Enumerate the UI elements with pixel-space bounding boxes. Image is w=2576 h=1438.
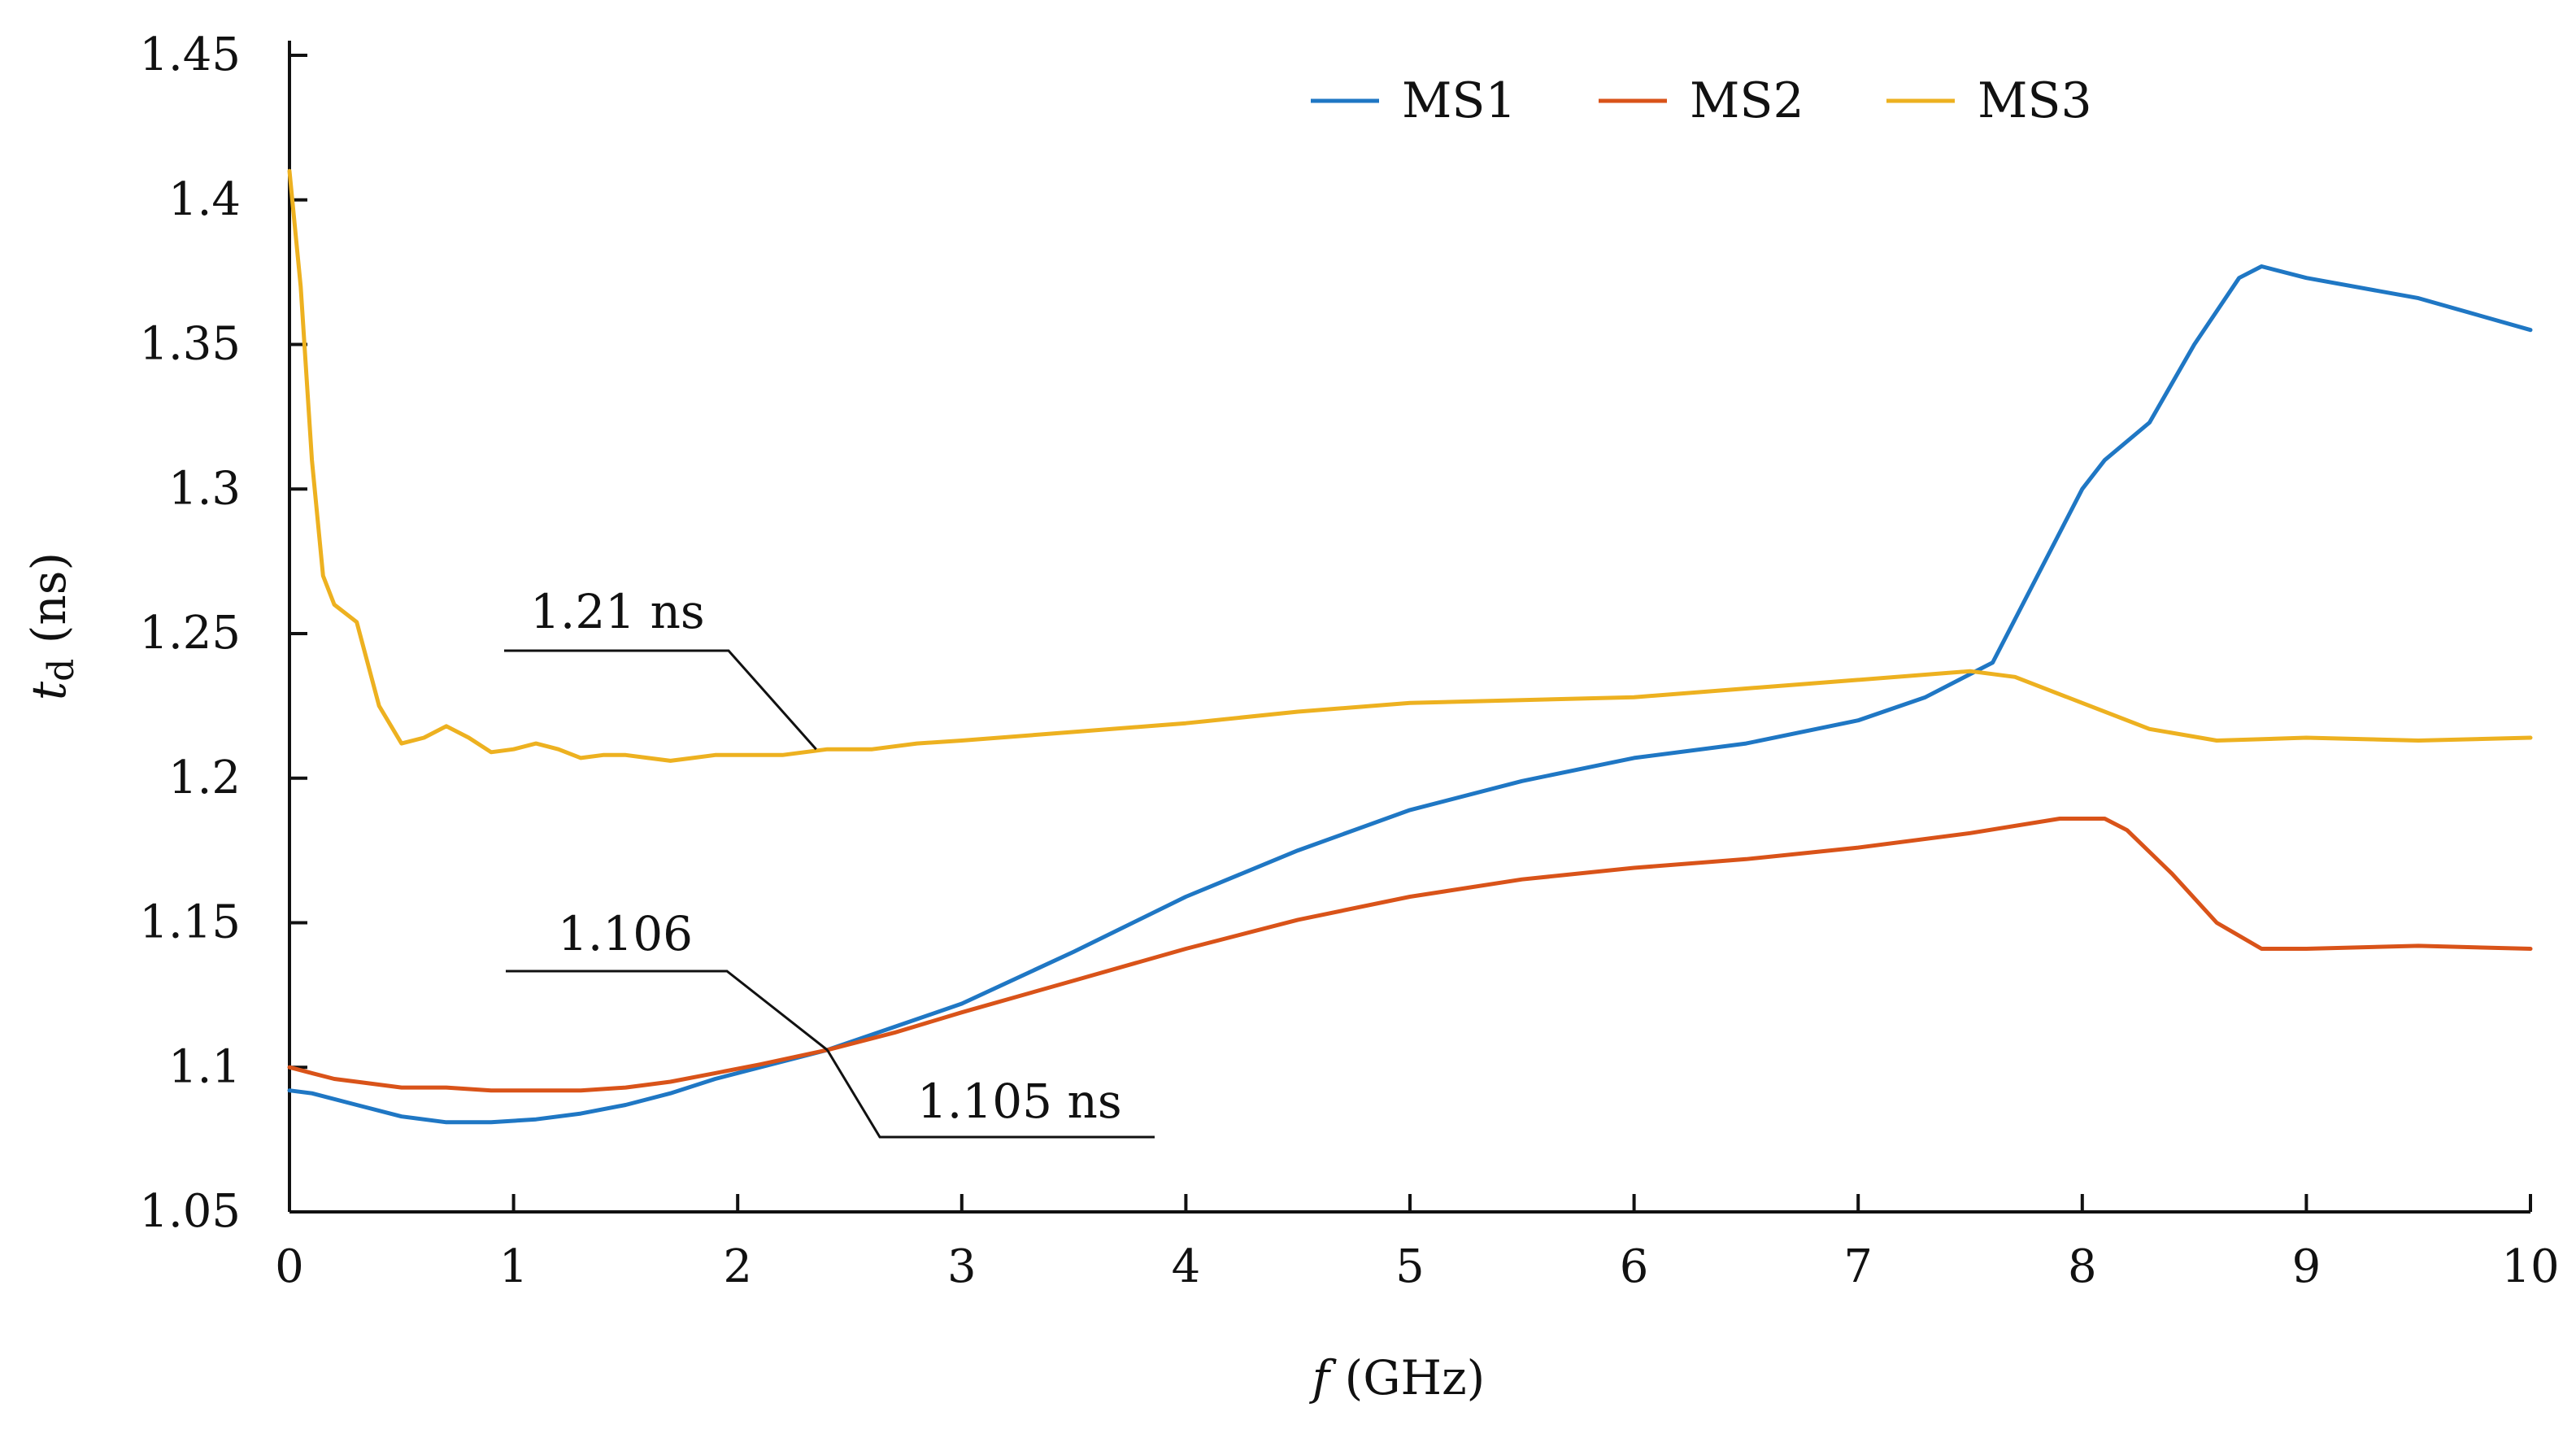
x-axis-title: f (GHz) bbox=[1309, 1350, 1486, 1405]
y-tick-label: 1.45 bbox=[139, 28, 241, 81]
y-tick-label: 1.05 bbox=[139, 1185, 241, 1238]
y-tick-label: 1.25 bbox=[139, 607, 241, 660]
x-tick-label: 5 bbox=[1395, 1240, 1425, 1293]
x-tick-label: 8 bbox=[2068, 1240, 2097, 1293]
x-tick-label: 7 bbox=[1843, 1240, 1873, 1293]
legend-label-ms1: MS1 bbox=[1402, 72, 1516, 129]
legend-label-ms3: MS3 bbox=[1978, 72, 2092, 129]
x-tick-label: 2 bbox=[723, 1240, 752, 1293]
series-line-ms1 bbox=[287, 264, 2533, 1125]
annotation-leader-crossing-top bbox=[506, 970, 829, 1052]
legend: MS1 MS2 MS3 bbox=[1311, 72, 2092, 129]
y-axis-unit: (ns) bbox=[21, 552, 76, 659]
x-tick-label: 10 bbox=[2501, 1240, 2559, 1293]
annotation-label-crossing-top: 1.106 bbox=[558, 906, 693, 961]
annotation-label-ms3: 1.21 ns bbox=[530, 584, 705, 639]
series-group bbox=[287, 168, 2533, 1125]
y-tick-label: 1.35 bbox=[139, 318, 241, 371]
y-axis-subscript: d bbox=[41, 659, 82, 682]
y-tick-label: 1.15 bbox=[139, 896, 241, 949]
y-tick-label: 1.4 bbox=[168, 173, 241, 226]
annotation-leader-crossing-bottom bbox=[826, 1049, 1155, 1139]
y-tick-label: 1.3 bbox=[168, 462, 241, 515]
y-tick-label: 1.2 bbox=[168, 752, 241, 804]
legend-label-ms2: MS2 bbox=[1690, 72, 1804, 129]
x-tick-label: 6 bbox=[1620, 1240, 1649, 1293]
y-tick-label: 1.1 bbox=[168, 1040, 241, 1093]
series-line-ms2 bbox=[287, 817, 2533, 1093]
x-tick-label: 0 bbox=[275, 1240, 304, 1293]
annotation-label-crossing-bottom: 1.105 ns bbox=[917, 1074, 1122, 1129]
x-tick-label: 1 bbox=[499, 1240, 529, 1293]
x-tick-label: 3 bbox=[947, 1240, 977, 1293]
y-axis-variable: t bbox=[21, 681, 76, 700]
annotation-leader-ms3 bbox=[504, 649, 817, 751]
x-tick-label: 4 bbox=[1172, 1240, 1201, 1293]
y-ticks: 1.05 1.1 1.15 1.2 1.25 1.3 1.35 1.4 1.45 bbox=[139, 28, 307, 1238]
x-tick-label: 9 bbox=[2292, 1240, 2321, 1293]
y-axis-title: td (ns) bbox=[21, 552, 82, 700]
series-line-ms3 bbox=[287, 168, 2533, 763]
x-ticks: 0 1 2 3 4 5 6 7 8 9 10 bbox=[275, 1194, 2560, 1293]
x-axis-unit: (GHz) bbox=[1329, 1350, 1485, 1405]
annotations: 1.21 ns 1.106 1.105 ns bbox=[504, 584, 1155, 1139]
